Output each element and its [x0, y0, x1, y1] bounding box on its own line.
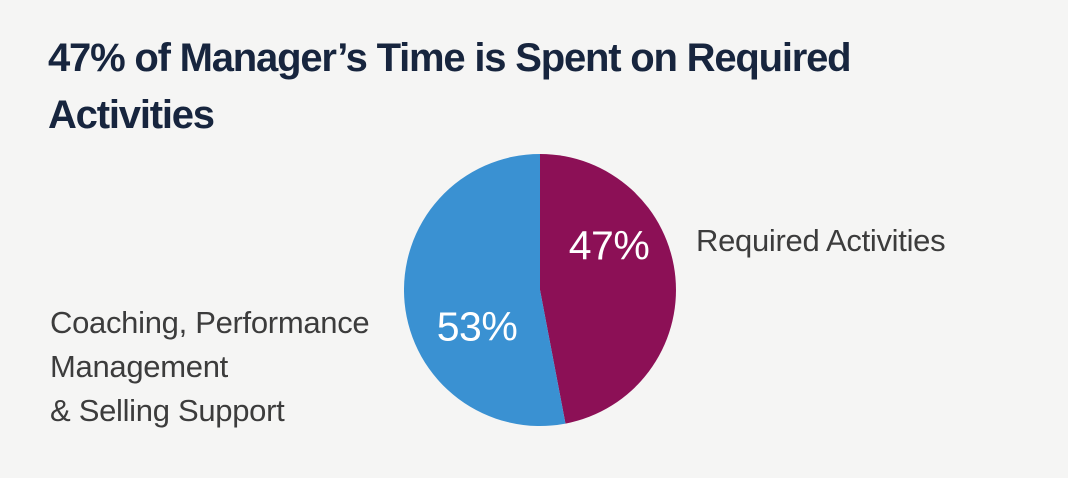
slice-label-coaching: Coaching, Performance Management & Selli… [50, 301, 370, 433]
slice-label-coaching-line-2: Management [50, 349, 228, 384]
pie-slice-required-activities [540, 154, 676, 424]
chart-title-line-1: 47% of Manager’s Time is Spent on Requir… [48, 36, 852, 80]
chart-title: 47% of Manager’s Time is Spent on Requir… [48, 30, 852, 144]
slice-label-required-activities: Required Activities [696, 223, 946, 258]
slice-label-coaching-line-3: & Selling Support [50, 393, 285, 428]
slice-label-coaching-line-1: Coaching, Performance [50, 305, 370, 340]
pie-value-label-coaching: 53% [436, 303, 518, 350]
pie-chart-svg [404, 154, 676, 426]
pie-chart [404, 154, 676, 426]
pie-value-label-required-activities: 47% [568, 222, 650, 269]
chart-title-line-2: Activities [48, 93, 215, 137]
pie-slice-coaching-performance-management-selling- [404, 154, 566, 426]
